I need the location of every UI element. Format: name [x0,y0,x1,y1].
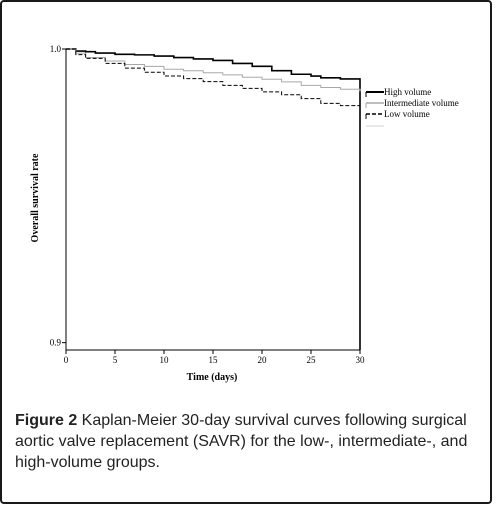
y-tick-label: 1.0 [50,44,62,54]
figure-card [0,0,492,504]
legend-label: Intermediate volume [384,98,459,108]
series-line-intermediate-volume [66,48,361,92]
x-tick-label: 0 [64,355,69,365]
legend-label: High volume [384,87,431,97]
survival-chart: 0 5 10 15 20 25 30 0.9 1.0 Time (days) Overall … [30,44,459,383]
x-tick-label: 15 [209,355,219,365]
x-tick-group: 0 5 10 15 20 25 30 [64,350,365,365]
series-line-high-volume [66,48,361,350]
x-tick-label: 5 [113,355,118,365]
legend-label: Low volume [384,109,430,119]
series-line-low-volume [66,48,361,109]
y-axis-label: Overall survival rate [30,153,41,242]
x-tick-label: 20 [258,355,268,365]
caption-text: Kaplan-Meier 30-day survival curves foll… [15,412,468,471]
figure-label: Figure 2 [15,412,78,429]
y-tick-group: 0.9 1.0 [50,44,66,348]
x-tick-label: 25 [307,355,317,365]
figure-caption: Figure 2 Kaplan-Meier 30-day survival cu… [15,410,483,473]
x-tick-label: 10 [160,355,170,365]
x-tick-label: 30 [356,355,366,365]
series-layer [66,48,361,350]
y-tick-label: 0.9 [50,338,62,348]
x-axis-label: Time (days) [187,372,238,383]
